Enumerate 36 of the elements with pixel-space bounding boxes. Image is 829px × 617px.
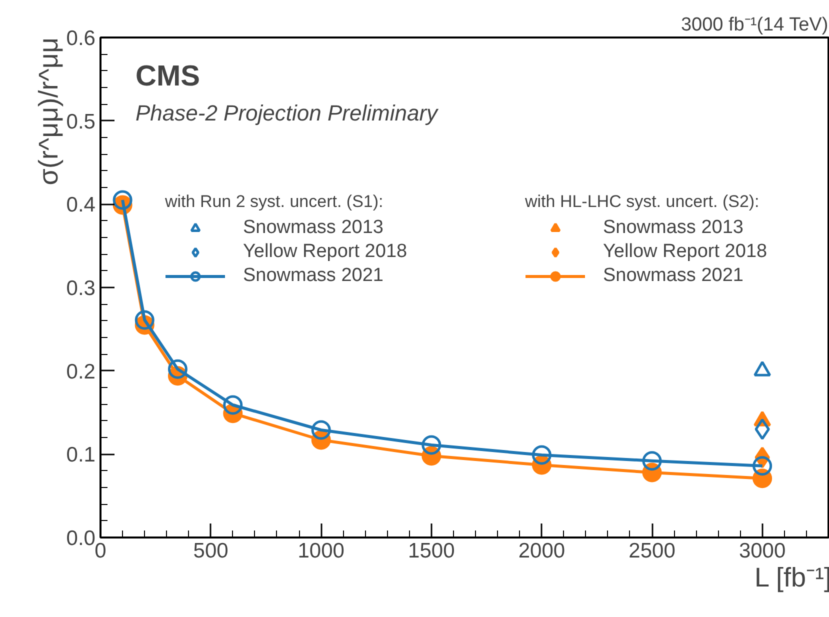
legend-label: Snowmass 2013 — [243, 217, 384, 239]
x-tick-label: 1000 — [298, 540, 344, 562]
x-tick-label: 0 — [94, 540, 106, 562]
x-tick-label: 2500 — [628, 540, 676, 562]
point — [112, 190, 132, 210]
point — [642, 451, 662, 471]
annotation: CMS — [136, 60, 200, 92]
text: 3000 fb⁻¹(14 TeV) — [680, 14, 828, 36]
y-tick-label: 0.2 — [66, 360, 96, 384]
y-tick-label: 0.1 — [66, 444, 96, 467]
point — [532, 445, 552, 465]
point — [223, 395, 243, 415]
point — [134, 310, 154, 330]
x-tick-label: 500 — [193, 540, 228, 562]
legend-label: Snowmass 2021 — [603, 265, 744, 287]
annotation: with HL-LHC syst. uncert. (S2): — [525, 192, 760, 212]
x-tick-label: 1500 — [408, 540, 455, 562]
point — [752, 456, 772, 476]
point — [422, 435, 442, 455]
y-tick-label: 0.5 — [66, 110, 96, 134]
y-axis-title: σ(r^μμ)/r^μμ — [34, 37, 64, 186]
y-tick-label: 0.6 — [66, 27, 96, 50]
legend-label: Snowmass 2013 — [603, 217, 744, 239]
point — [311, 420, 331, 440]
y-tick-label: 0.3 — [66, 277, 96, 300]
annotation: with Run 2 syst. uncert. (S1): — [165, 192, 384, 212]
point — [168, 359, 188, 379]
legend-label: Yellow Report 2018 — [603, 241, 768, 263]
y-tick-label: 0.4 — [66, 194, 96, 217]
point — [754, 418, 770, 440]
x-tick-label: 2000 — [518, 540, 566, 562]
legend-label: Snowmass 2021 — [243, 265, 384, 287]
annotation: Phase-2 Projection Preliminary — [136, 100, 440, 126]
x-tick-label: 3000 — [738, 540, 786, 562]
y-tick-label: 0.0 — [66, 527, 96, 550]
legend-label: Yellow Report 2018 — [243, 241, 408, 263]
